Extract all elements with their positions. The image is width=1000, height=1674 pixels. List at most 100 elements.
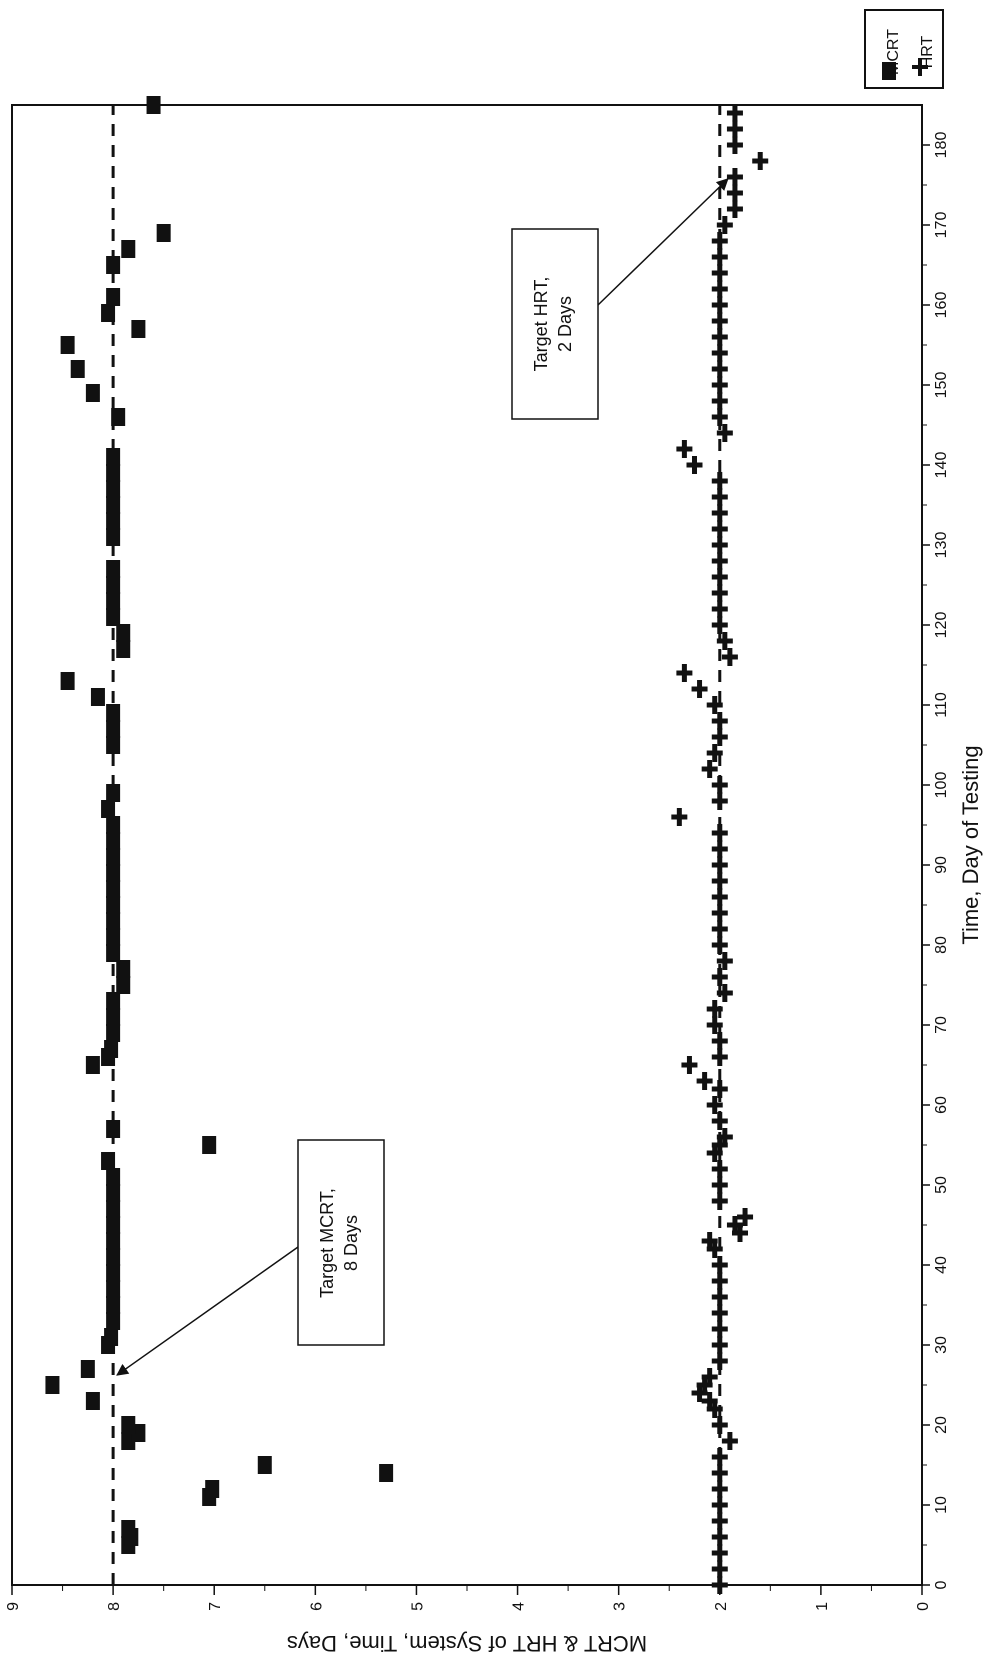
mcrt-point — [106, 720, 121, 738]
mcrt-point — [106, 736, 121, 754]
hrt-point — [711, 824, 728, 842]
hrt-point — [711, 1464, 728, 1482]
hrt-point — [711, 344, 728, 362]
hrt-point — [711, 312, 728, 330]
hrt-point — [706, 1400, 723, 1418]
hrt-point — [711, 1176, 728, 1194]
hrt-point — [737, 1208, 754, 1226]
hrt-point — [706, 1144, 723, 1162]
hrt-point — [711, 232, 728, 250]
mcrt-point — [116, 976, 131, 994]
mcrt-point — [106, 496, 121, 514]
x-tick-label: 20 — [933, 1416, 950, 1434]
mcrt-point — [104, 1328, 119, 1346]
annotation-target-hrt: Target HRT, 2 Days — [511, 178, 729, 420]
mcrt-point — [106, 896, 121, 914]
mcrt-point — [106, 1008, 121, 1026]
mcrt-point — [156, 224, 171, 242]
x-tick-label: 100 — [933, 772, 950, 799]
mcrt-point — [106, 912, 121, 930]
mcrt-point — [85, 384, 100, 402]
y-tick-label: 6 — [308, 1602, 325, 1611]
mcrt-point — [106, 608, 121, 626]
y-tick-label: 3 — [612, 1602, 629, 1611]
x-tick-label: 140 — [933, 452, 950, 479]
mcrt-point — [379, 1464, 394, 1482]
mcrt-point — [202, 1136, 217, 1154]
hrt-point — [711, 936, 728, 954]
hrt-point — [711, 792, 728, 810]
hrt-point — [711, 1544, 728, 1562]
mcrt-point — [121, 240, 136, 258]
hrt-point — [726, 168, 743, 186]
hrt-point — [691, 1384, 708, 1402]
hrt-point — [711, 1272, 728, 1290]
hrt-point — [726, 120, 743, 138]
hrt-point — [711, 488, 728, 506]
x-tick-label: 30 — [933, 1336, 950, 1354]
legend-hrt-label: HRT — [919, 35, 936, 68]
annotation-target-mcrt-line2: 8 Days — [341, 1215, 361, 1271]
mcrt-point — [70, 360, 85, 378]
hrt-point — [711, 616, 728, 634]
hrt-point — [696, 1376, 713, 1394]
hrt-point — [711, 1288, 728, 1306]
hrt-point — [711, 600, 728, 618]
hrt-point — [711, 1256, 728, 1274]
hrt-point — [711, 360, 728, 378]
mcrt-point — [106, 848, 121, 866]
hrt-point — [701, 1232, 718, 1250]
hrt-point — [711, 1320, 728, 1338]
mcrt-point — [106, 880, 121, 898]
hrt-point — [711, 504, 728, 522]
mcrt-point — [106, 448, 121, 466]
mcrt-point — [121, 1520, 136, 1538]
mcrt-point — [106, 832, 121, 850]
hrt-point — [711, 1032, 728, 1050]
legend-mcrt-label: MCRT — [885, 29, 902, 75]
hrt-point — [711, 728, 728, 746]
hrt-point — [711, 408, 728, 426]
y-axis-label: MCRT & HRT of System, Time, Days — [287, 1631, 647, 1656]
y-tick-label: 2 — [713, 1602, 730, 1611]
hrt-point — [716, 424, 733, 442]
hrt-point — [711, 552, 728, 570]
hrt-point — [726, 1216, 743, 1234]
hrt-point — [726, 184, 743, 202]
annotation-target-hrt-line1: Target HRT, — [531, 277, 551, 372]
hrt-point — [721, 648, 738, 666]
x-tick-label: 170 — [933, 212, 950, 239]
hrt-point — [716, 984, 733, 1002]
mcrt-point — [106, 928, 121, 946]
mcrt-point — [116, 640, 131, 658]
mcrt-point — [106, 1168, 121, 1186]
mcrt-point — [106, 1264, 121, 1282]
mcrt-point — [60, 672, 75, 690]
mcrt-point — [104, 1040, 119, 1058]
hrt-point — [711, 1336, 728, 1354]
annotation-target-mcrt-arrow — [116, 1246, 299, 1376]
hrt-point — [716, 216, 733, 234]
hrt-point — [711, 328, 728, 346]
mcrt-point — [106, 592, 121, 610]
legend-mcrt-marker — [882, 62, 896, 80]
mcrt-point — [80, 1360, 95, 1378]
hrt-point — [711, 584, 728, 602]
mcrt-point — [106, 784, 121, 802]
hrt-point — [686, 456, 703, 474]
hrt-point — [706, 696, 723, 714]
x-tick-label: 90 — [933, 856, 950, 874]
y-tick-label: 5 — [409, 1602, 426, 1611]
mcrt-point — [106, 864, 121, 882]
hrt-point — [711, 1112, 728, 1130]
y-tick-label: 9 — [5, 1602, 22, 1611]
mcrt-point — [106, 1312, 121, 1330]
mcrt-point — [116, 960, 131, 978]
annotation-target-hrt-box — [511, 228, 599, 420]
hrt-point — [716, 952, 733, 970]
mcrt-point — [106, 1232, 121, 1250]
hrt-point — [711, 888, 728, 906]
annotation-target-mcrt: Target MCRT, 8 Days — [116, 1139, 385, 1376]
x-tick-label: 50 — [933, 1176, 950, 1194]
